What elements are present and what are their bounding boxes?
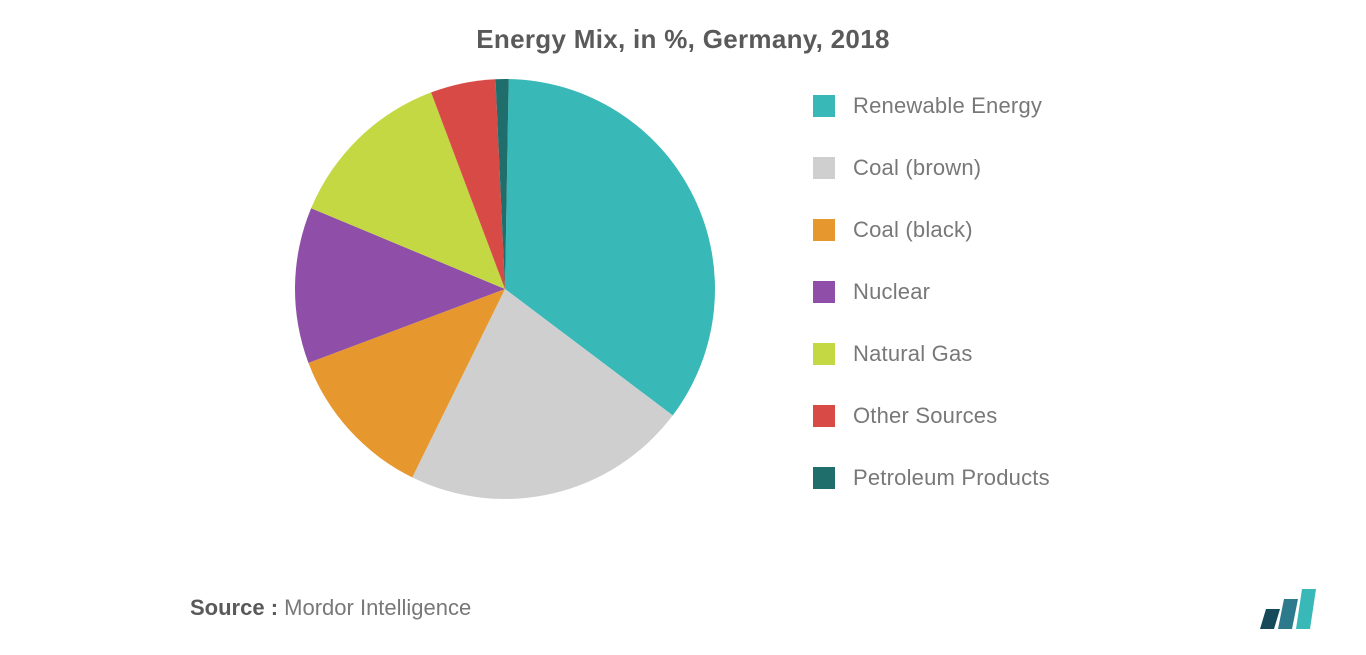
logo-bar [1278, 599, 1298, 629]
legend-label: Renewable Energy [853, 93, 1042, 119]
legend: Renewable Energy Coal (brown) Coal (black)… [813, 75, 1073, 491]
chart-container: Energy Mix, in %, Germany, 2018 Renewabl… [0, 0, 1366, 655]
legend-swatch [813, 157, 835, 179]
legend-item: Nuclear [813, 279, 1073, 305]
legend-item: Coal (black) [813, 217, 1073, 243]
legend-item: Petroleum Products [813, 465, 1073, 491]
source-value: Mordor Intelligence [284, 595, 471, 620]
logo-bar [1296, 589, 1316, 629]
legend-label: Coal (brown) [853, 155, 981, 181]
legend-swatch [813, 467, 835, 489]
legend-label: Coal (black) [853, 217, 973, 243]
legend-swatch [813, 219, 835, 241]
chart-row: Renewable Energy Coal (brown) Coal (black)… [40, 75, 1326, 515]
legend-swatch [813, 95, 835, 117]
legend-swatch [813, 405, 835, 427]
legend-swatch [813, 343, 835, 365]
legend-label: Nuclear [853, 279, 930, 305]
legend-item: Coal (brown) [813, 155, 1073, 181]
legend-label: Petroleum Products [853, 465, 1050, 491]
pie-chart [293, 75, 733, 515]
legend-label: Natural Gas [853, 341, 973, 367]
source-label: Source : [190, 595, 278, 620]
source-line: Source : Mordor Intelligence [190, 595, 471, 621]
legend-item: Other Sources [813, 403, 1073, 429]
logo-bar [1260, 609, 1280, 629]
mordor-logo-icon [1260, 585, 1318, 629]
legend-label: Other Sources [853, 403, 997, 429]
legend-item: Natural Gas [813, 341, 1073, 367]
legend-item: Renewable Energy [813, 93, 1073, 119]
chart-title: Energy Mix, in %, Germany, 2018 [40, 24, 1326, 55]
legend-swatch [813, 281, 835, 303]
